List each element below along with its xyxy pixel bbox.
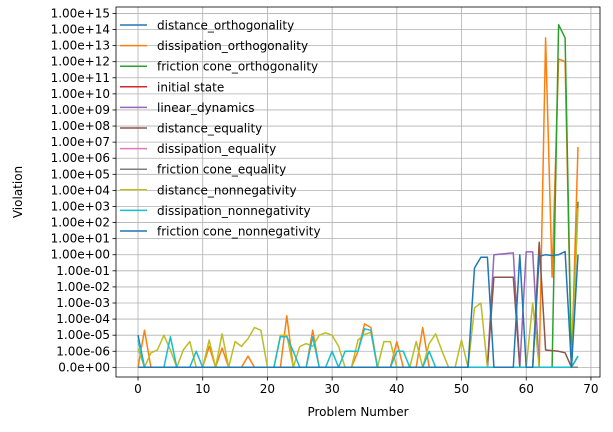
- y-tick-label: 1.00e+14: [51, 23, 110, 37]
- x-axis-ticks: 0 10 20 30 40 50 60 70: [134, 377, 599, 396]
- y-axis-label: Violation: [11, 166, 25, 218]
- x-tick-label: 60: [519, 382, 534, 396]
- y-tick-label: 1.00e+07: [51, 135, 110, 149]
- x-tick-label: 70: [583, 382, 598, 396]
- y-tick-label: 1.00e-02: [56, 280, 110, 294]
- y-tick-label: 1.00e+02: [51, 216, 110, 230]
- y-tick-label: 1.00e+10: [51, 87, 110, 101]
- y-tick-label: 1.00e-05: [56, 328, 110, 342]
- y-tick-label: 0.0e+00: [58, 360, 110, 374]
- y-tick-label: 1.00e+03: [51, 199, 110, 213]
- legend-label: dissipation_equality: [157, 142, 276, 156]
- y-axis-ticks: 0.0e+00 1.00e-06 1.00e-05 1.00e-04 1.00e-03 1…: [51, 6, 116, 374]
- legend-label: distance_orthogonality: [157, 19, 294, 33]
- series-lines: [137, 23, 579, 369]
- x-axis-label: Problem Number: [307, 405, 408, 419]
- legend-label: friction cone_orthogonality: [157, 60, 318, 74]
- legend-label: distance_nonnegativity: [157, 183, 297, 197]
- y-tick-label: 1.00e+05: [51, 167, 110, 181]
- y-tick-label: 1.00e+11: [51, 71, 110, 85]
- y-tick-label: 1.00e+00: [51, 248, 110, 262]
- y-tick-label: 1.00e+01: [51, 232, 110, 246]
- legend-label: dissipation_orthogonality: [157, 39, 308, 53]
- legend-label: dissipation_nonnegativity: [157, 204, 311, 218]
- legend-label: friction cone_nonnegativity: [157, 225, 321, 239]
- legend: distance_orthogonality dissipation_orthog…: [120, 19, 321, 239]
- series-line-4: [138, 251, 578, 369]
- y-tick-label: 1.00e+15: [51, 6, 110, 20]
- y-tick-label: 1.00e-03: [56, 296, 110, 310]
- y-tick-label: 1.00e-01: [56, 264, 110, 278]
- grid-lines: [116, 7, 600, 377]
- x-tick-label: 50: [454, 382, 469, 396]
- legend-label: distance_equality: [157, 122, 262, 136]
- y-tick-label: 1.00e+06: [51, 151, 110, 165]
- x-tick-label: 30: [324, 382, 339, 396]
- y-tick-label: 1.00e-06: [56, 344, 110, 358]
- legend-label: linear_dynamics: [157, 101, 255, 115]
- y-tick-label: 1.00e-04: [56, 312, 110, 326]
- y-tick-label: 1.00e+12: [51, 55, 110, 69]
- legend-label: initial state: [157, 80, 224, 94]
- series-line-9: [137, 328, 579, 369]
- y-tick-label: 1.00e+08: [51, 119, 110, 133]
- y-tick-label: 1.00e+09: [51, 103, 110, 117]
- y-tick-label: 1.00e+13: [51, 39, 110, 53]
- y-tick-label: 1.00e+04: [51, 183, 110, 197]
- series-line-10: [138, 250, 579, 369]
- x-tick-label: 10: [195, 382, 210, 396]
- x-tick-label: 40: [389, 382, 404, 396]
- x-tick-label: 0: [134, 382, 142, 396]
- x-tick-label: 20: [260, 382, 275, 396]
- legend-label: friction cone_equality: [157, 163, 286, 177]
- plot-frame: [115, 6, 601, 378]
